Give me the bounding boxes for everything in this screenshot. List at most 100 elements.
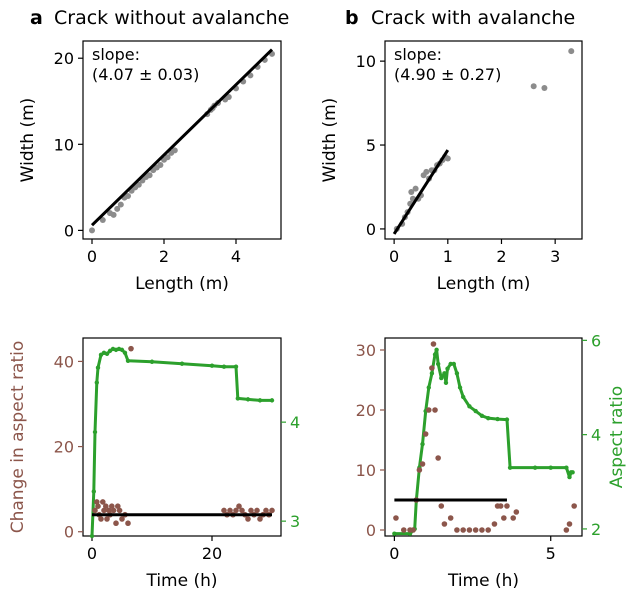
data-point bbox=[225, 93, 232, 100]
data-point bbox=[408, 189, 415, 196]
aspect-ratio-point bbox=[432, 352, 438, 357]
y-tick-label: 5 bbox=[366, 136, 376, 155]
change-point bbox=[119, 516, 125, 522]
aspect-ratio-point bbox=[269, 398, 275, 403]
x-tick-label: 2 bbox=[496, 247, 506, 266]
data-point bbox=[157, 161, 164, 168]
change-point bbox=[257, 516, 263, 522]
aspect-ratio-point bbox=[457, 385, 463, 390]
change-point bbox=[422, 431, 429, 437]
change-point bbox=[248, 507, 254, 514]
aspect-ratio-point bbox=[429, 371, 435, 376]
data-point bbox=[135, 181, 142, 188]
x-tick-label: 0 bbox=[87, 247, 97, 266]
chart-b-top: 0 1 2 3 0 5 10 Length (m) Width (m) slope:(4.90 ±… bbox=[320, 40, 583, 294]
change-point bbox=[236, 503, 242, 509]
x-axis-label: Time (h) bbox=[145, 571, 217, 591]
aspect-ratio-point bbox=[473, 408, 478, 414]
data-point bbox=[444, 155, 451, 162]
y-axis-label: Width (m) bbox=[18, 98, 38, 183]
data-point bbox=[110, 211, 117, 218]
aspect-ratio-point bbox=[451, 361, 456, 367]
change-point bbox=[466, 527, 473, 533]
aspect-ratio-point bbox=[104, 351, 110, 357]
aspect-ratio-point bbox=[179, 361, 185, 366]
data-point bbox=[114, 205, 121, 212]
aspect-ratio-point bbox=[235, 396, 240, 401]
aspect-ratio-line bbox=[394, 348, 573, 536]
change-point bbox=[221, 507, 227, 514]
data-point bbox=[117, 201, 124, 208]
change-point bbox=[504, 503, 510, 509]
x-tick-label: 5 bbox=[546, 544, 556, 563]
y-tick-label: 20 bbox=[356, 401, 376, 420]
change-point bbox=[128, 345, 134, 352]
change-point bbox=[485, 527, 491, 533]
chart-a-top: 0 2 4 0 10 20 Length (m) Width (m) slope:(4.07 ±… bbox=[18, 40, 282, 294]
y-tick-label: 0 bbox=[366, 521, 376, 540]
aspect-ratio-point bbox=[504, 417, 510, 422]
aspect-ratio-point bbox=[454, 371, 460, 376]
aspect-ratio-point bbox=[420, 441, 425, 447]
data-point bbox=[423, 168, 430, 175]
chart-a-bottom: 0 20 0 20 40 3 4 Time (h) Change in aspect ratio bbox=[8, 337, 300, 591]
aspect-ratio-point bbox=[122, 350, 128, 356]
change-point bbox=[94, 499, 100, 505]
y2-tick-label: 4 bbox=[290, 413, 300, 432]
change-point bbox=[233, 507, 239, 514]
aspect-ratio-point bbox=[94, 380, 100, 385]
x-tick-label: 4 bbox=[231, 247, 241, 266]
y-tick-label: 10 bbox=[356, 52, 376, 71]
y2-tick-label: 6 bbox=[591, 331, 601, 350]
change-point bbox=[429, 365, 435, 371]
change-point bbox=[98, 516, 104, 522]
change-point bbox=[513, 509, 520, 515]
plot-frame bbox=[82, 40, 282, 240]
aspect-ratio-point bbox=[460, 394, 466, 400]
change-point bbox=[479, 527, 485, 533]
aspect-ratio-point bbox=[149, 359, 155, 364]
x-tick-label: 0 bbox=[389, 544, 399, 563]
plot-frame bbox=[384, 40, 583, 240]
change-point bbox=[269, 507, 275, 514]
change-point bbox=[425, 407, 432, 413]
change-point bbox=[441, 521, 448, 527]
aspect-ratio-point bbox=[95, 365, 101, 370]
change-point bbox=[510, 515, 517, 521]
x-tick-label: 1 bbox=[443, 247, 453, 266]
aspect-ratio-point bbox=[257, 398, 263, 403]
aspect-ratio-point bbox=[91, 489, 97, 494]
data-point bbox=[171, 147, 178, 154]
aspect-ratio-point bbox=[495, 416, 500, 422]
change-point bbox=[563, 527, 570, 533]
aspect-ratio-point bbox=[233, 364, 239, 369]
change-point bbox=[239, 507, 245, 514]
change-point bbox=[432, 407, 438, 413]
change-point bbox=[501, 515, 507, 521]
change-point bbox=[460, 527, 466, 533]
change-point bbox=[116, 507, 123, 514]
data-point bbox=[530, 83, 537, 90]
change-point bbox=[125, 520, 131, 527]
change-point bbox=[454, 527, 460, 533]
y-axis-label: Change in aspect ratio bbox=[8, 341, 28, 534]
change-point bbox=[571, 503, 577, 509]
fit-line bbox=[392, 149, 450, 235]
data-point bbox=[412, 185, 419, 192]
panel-b-letter: b bbox=[345, 7, 359, 29]
change-point bbox=[419, 461, 426, 467]
change-point bbox=[566, 521, 573, 527]
x-tick-label: 0 bbox=[87, 544, 97, 563]
y-tick-label: 30 bbox=[356, 341, 376, 360]
aspect-ratio-point bbox=[467, 404, 472, 409]
slope-label: slope: bbox=[394, 45, 442, 64]
change-point bbox=[104, 516, 110, 522]
aspect-ratio-point bbox=[532, 465, 538, 470]
y-tick-label: 0 bbox=[64, 221, 74, 240]
aspect-ratio-point bbox=[245, 397, 251, 402]
y2-tick-label: 4 bbox=[591, 426, 601, 445]
change-point bbox=[435, 455, 441, 461]
data-point bbox=[146, 172, 153, 179]
panel-a-title: Crack without avalanche bbox=[54, 7, 289, 29]
